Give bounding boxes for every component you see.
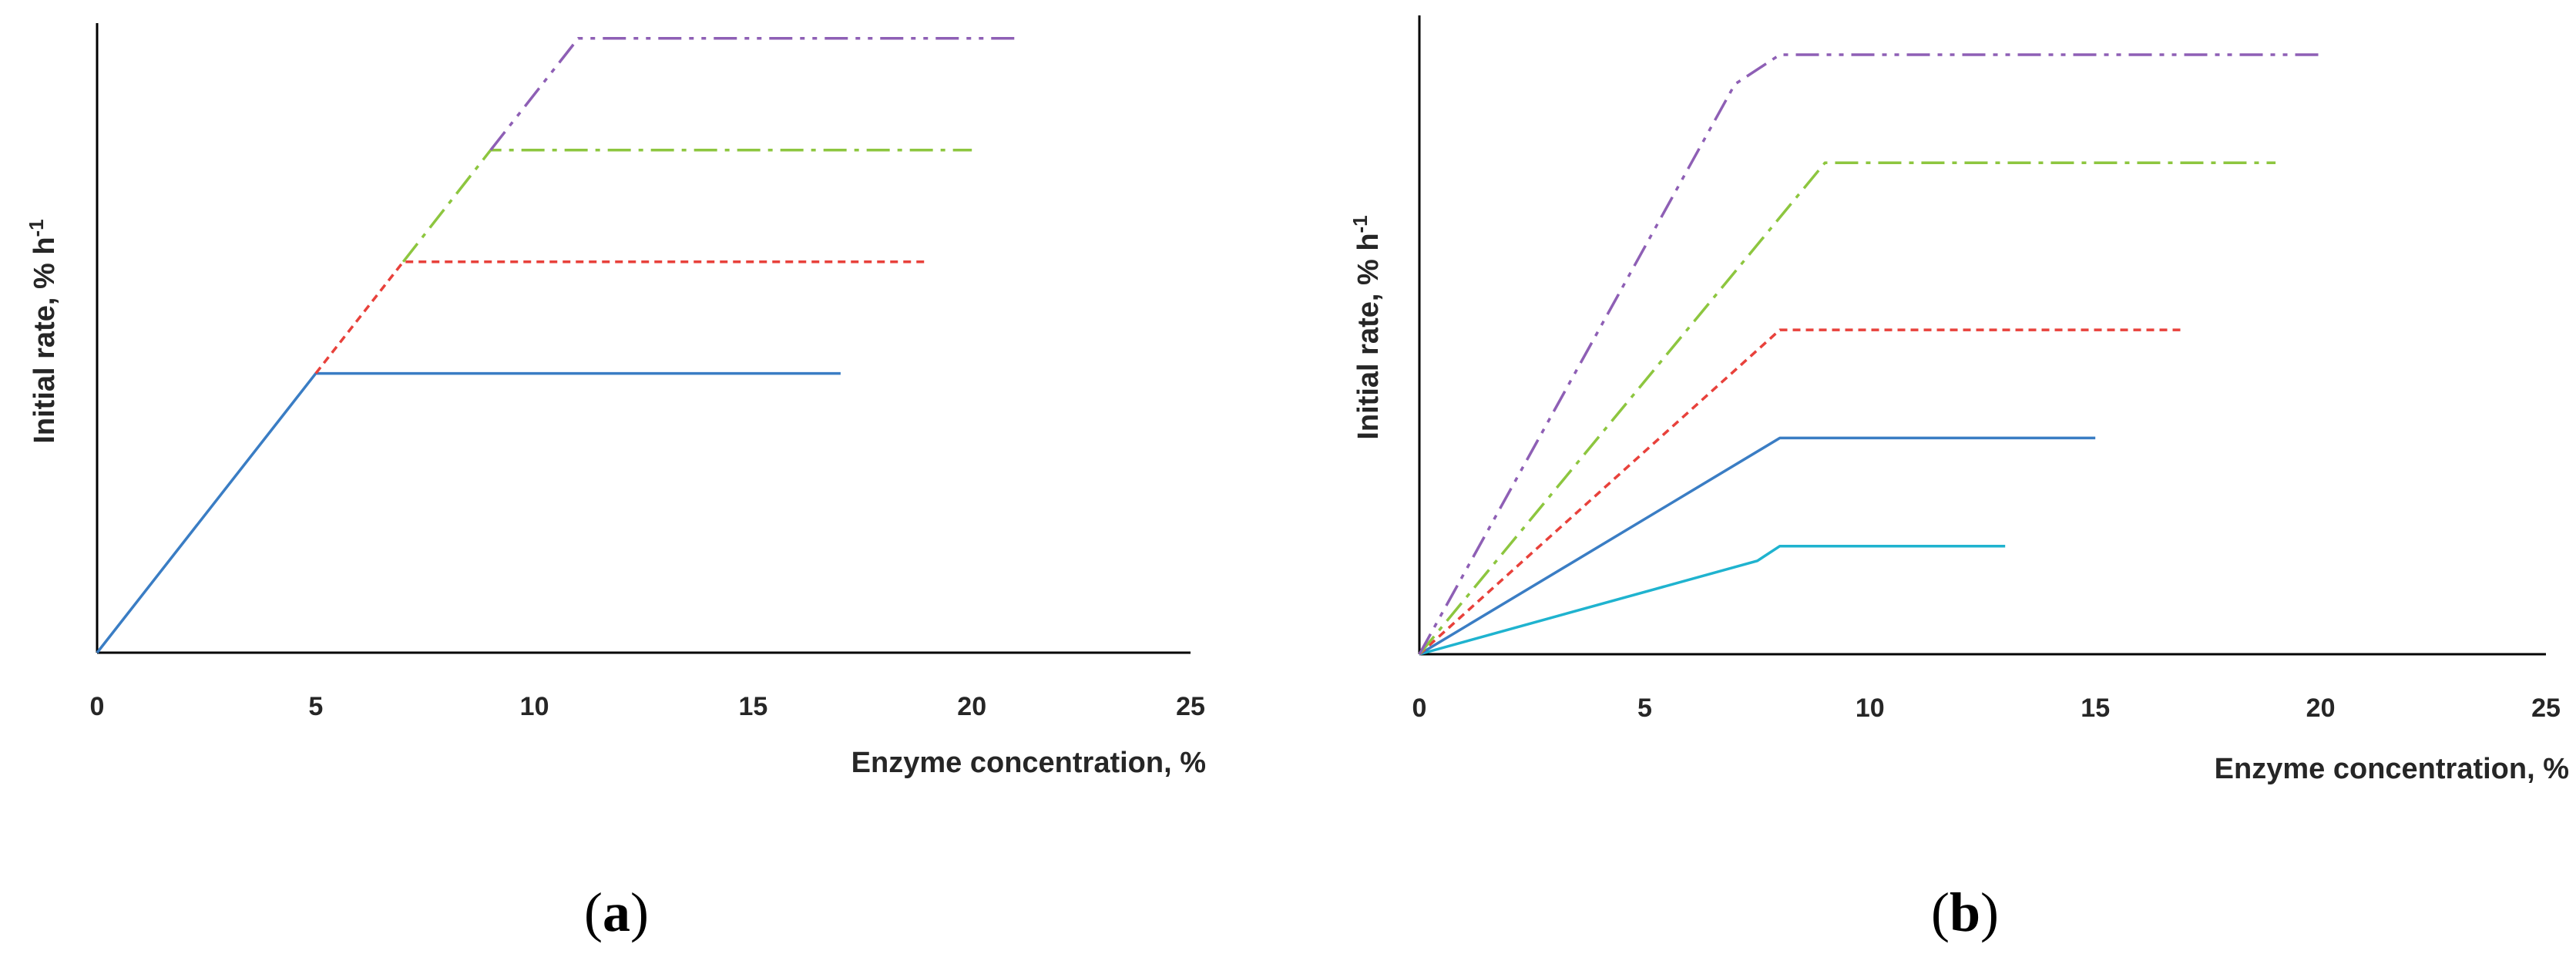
x-tick-label-b-2: 10 [1856,694,1885,723]
x-tick-label-b-3: 15 [2081,694,2110,723]
chart-panel-a: 0 5 10 15 20 25 Initial rate, % h-1 Enzyme co… [25,23,1206,943]
x-tick-label-a-4: 20 [957,692,986,721]
x-tick-label-a-2: 10 [520,692,549,721]
x-axis-label-b: Enzyme concentration, % [2215,753,2569,785]
chart-panel-b: 0 5 10 15 20 25 Initial rate, % h-1 Enzyme co… [1348,15,2569,943]
line-series-4-panel-b [1418,161,2276,656]
line-series-4-panel-a [489,37,1016,151]
line-series-1-panel-a [96,371,841,654]
x-tick-label-b-4: 20 [2306,694,2336,723]
y-axis-label-b: Initial rate, % h-1 [1348,215,1385,439]
x-tick-label-b-1: 5 [1637,694,1652,723]
x-tick-label-a-1: 5 [308,692,323,721]
line-series-1-panel-b [1419,544,2006,656]
panel-label-b: (b) [1931,882,1999,943]
x-tick-label-b-5: 25 [2531,694,2561,723]
line-series-3-panel-a [401,148,972,263]
line-series-3-panel-b [1418,328,2186,656]
line-series-5-panel-b [1418,53,2321,655]
x-tick-label-a-5: 25 [1176,692,1205,721]
panel-label-a: (a) [584,882,649,943]
line-series-2-panel-a [314,260,929,375]
x-axis-label-a: Enzyme concentration, % [851,747,1206,779]
line-series-2-panel-b [1419,436,2096,656]
x-tick-label-a-3: 15 [738,692,767,721]
y-axis-label-a: Initial rate, % h-1 [25,219,61,443]
x-tick-label-b-0: 0 [1412,694,1427,723]
x-tick-label-a-0: 0 [90,692,105,721]
